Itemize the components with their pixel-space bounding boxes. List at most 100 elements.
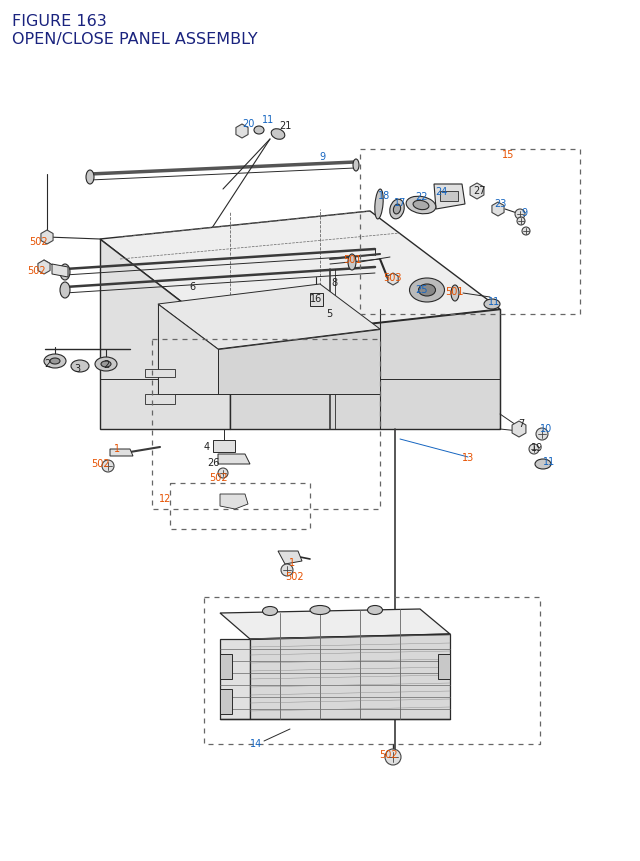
Polygon shape [388, 274, 398, 286]
Polygon shape [218, 455, 250, 464]
Ellipse shape [410, 279, 445, 303]
Ellipse shape [44, 355, 66, 369]
Polygon shape [220, 494, 248, 510]
Ellipse shape [419, 285, 435, 297]
Text: 502: 502 [209, 473, 227, 482]
Ellipse shape [535, 460, 551, 469]
Text: 502: 502 [29, 237, 47, 247]
Ellipse shape [86, 170, 94, 185]
Text: 11: 11 [488, 297, 500, 307]
Text: 25: 25 [415, 285, 428, 294]
Text: 24: 24 [435, 187, 447, 197]
Polygon shape [145, 394, 175, 405]
Ellipse shape [101, 362, 111, 368]
Text: 9: 9 [319, 152, 325, 162]
Text: 11: 11 [262, 115, 274, 125]
Text: 23: 23 [494, 199, 506, 208]
Text: 27: 27 [474, 186, 486, 195]
Text: 501: 501 [445, 287, 463, 297]
Ellipse shape [262, 607, 278, 616]
Ellipse shape [394, 205, 401, 214]
Circle shape [536, 429, 548, 441]
Text: 17: 17 [394, 198, 406, 208]
Ellipse shape [484, 300, 500, 310]
Text: 3: 3 [74, 363, 80, 374]
Text: 4: 4 [204, 442, 210, 451]
Text: OPEN/CLOSE PANEL ASSEMBLY: OPEN/CLOSE PANEL ASSEMBLY [12, 32, 258, 47]
Polygon shape [145, 369, 175, 378]
Polygon shape [230, 310, 500, 430]
Ellipse shape [71, 361, 89, 373]
Polygon shape [218, 330, 380, 394]
Text: 2: 2 [103, 360, 109, 369]
Polygon shape [220, 654, 232, 679]
Polygon shape [52, 264, 68, 278]
Circle shape [218, 468, 228, 479]
Text: 2: 2 [44, 358, 50, 369]
Text: 26: 26 [207, 457, 219, 468]
Text: 14: 14 [250, 738, 262, 748]
Text: 18: 18 [378, 191, 390, 201]
Ellipse shape [451, 286, 459, 301]
Polygon shape [100, 239, 230, 430]
Polygon shape [158, 305, 218, 394]
Text: 9: 9 [521, 208, 527, 218]
Text: 13: 13 [462, 453, 474, 462]
Ellipse shape [60, 264, 70, 281]
Polygon shape [512, 422, 526, 437]
Text: 22: 22 [416, 192, 428, 201]
Ellipse shape [367, 606, 383, 615]
Circle shape [522, 228, 530, 236]
Ellipse shape [390, 200, 404, 220]
Ellipse shape [406, 197, 436, 214]
Text: 6: 6 [189, 282, 195, 292]
Ellipse shape [353, 160, 359, 172]
Text: FIGURE 163: FIGURE 163 [12, 14, 107, 29]
Text: 12: 12 [159, 493, 171, 504]
Circle shape [385, 749, 401, 765]
Polygon shape [278, 551, 302, 564]
Text: 501: 501 [343, 255, 361, 264]
Polygon shape [220, 639, 250, 719]
Text: 20: 20 [242, 119, 254, 129]
Polygon shape [438, 654, 450, 679]
Polygon shape [236, 125, 248, 139]
Ellipse shape [60, 282, 70, 299]
Polygon shape [310, 294, 323, 307]
Text: 21: 21 [279, 121, 291, 131]
Polygon shape [38, 261, 50, 275]
Polygon shape [250, 635, 450, 719]
Circle shape [529, 444, 539, 455]
Polygon shape [220, 610, 450, 639]
Polygon shape [41, 231, 53, 245]
Text: 502: 502 [91, 458, 109, 468]
Polygon shape [470, 183, 484, 200]
Text: 502: 502 [285, 572, 304, 581]
Ellipse shape [254, 127, 264, 135]
Polygon shape [220, 689, 232, 714]
Ellipse shape [348, 255, 356, 270]
Circle shape [517, 218, 525, 226]
Text: 5: 5 [326, 308, 332, 319]
Text: 7: 7 [518, 418, 524, 429]
Text: 1: 1 [114, 443, 120, 454]
Text: 16: 16 [310, 294, 322, 304]
Ellipse shape [375, 189, 383, 220]
Polygon shape [213, 441, 235, 453]
Polygon shape [100, 212, 500, 339]
Ellipse shape [310, 606, 330, 615]
Text: 1: 1 [289, 557, 295, 567]
Circle shape [102, 461, 114, 473]
Polygon shape [434, 185, 465, 210]
Circle shape [515, 210, 525, 220]
Text: 11: 11 [543, 456, 555, 467]
Ellipse shape [413, 201, 429, 210]
Polygon shape [158, 285, 380, 350]
Ellipse shape [50, 358, 60, 364]
Text: 15: 15 [502, 150, 514, 160]
Ellipse shape [271, 129, 285, 140]
Ellipse shape [95, 357, 117, 372]
Polygon shape [110, 449, 133, 456]
Text: 19: 19 [531, 443, 543, 453]
Circle shape [281, 564, 293, 576]
